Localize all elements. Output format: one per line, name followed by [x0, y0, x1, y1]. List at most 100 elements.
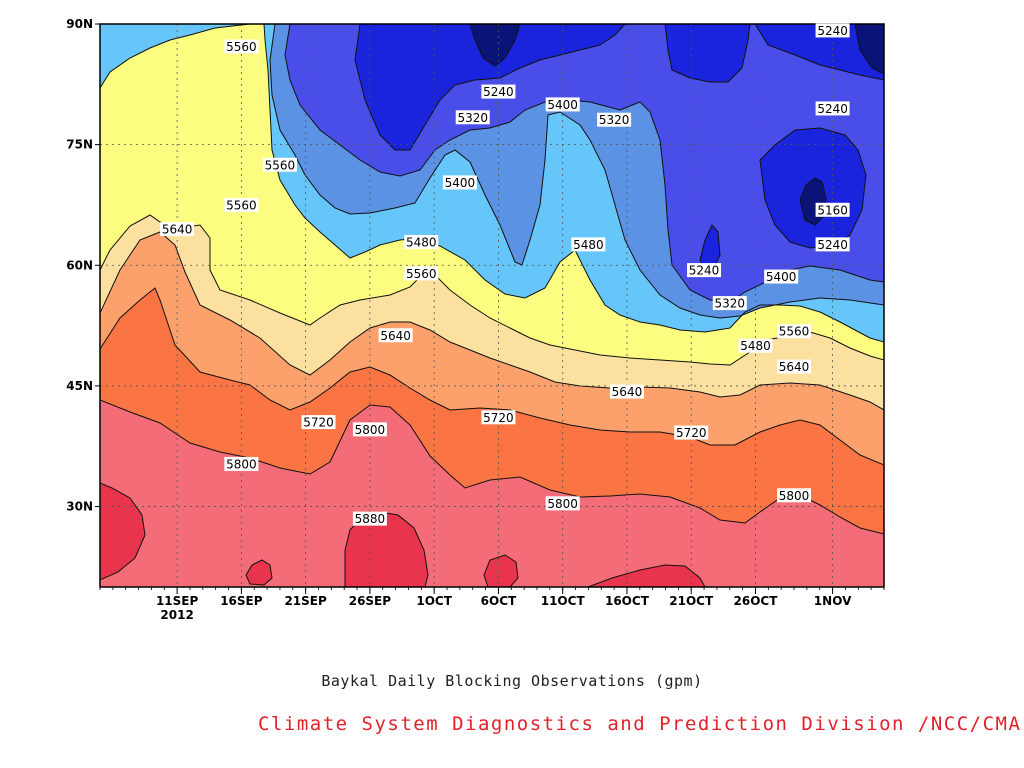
contour-label-text: 5640: [612, 385, 643, 399]
x-tick-label: 16OCT: [605, 594, 650, 608]
contour-label: 5320: [712, 296, 747, 311]
contour-label-text: 5640: [779, 360, 810, 374]
contour-label-bg: [777, 359, 812, 374]
contour-label-bg: [481, 410, 516, 425]
contour-label-bg: [777, 324, 812, 339]
contour-label-bg: [442, 175, 477, 190]
contour-label: 5160: [815, 202, 850, 217]
contour-line-5880: [100, 482, 706, 587]
contour-label: 5240: [815, 237, 850, 252]
contour-label-text: 5560: [226, 198, 257, 212]
contour-label-text: 5400: [766, 270, 797, 284]
x-tick-label: 26OCT: [734, 594, 779, 608]
y-tick-label: 30N: [66, 500, 93, 514]
contour-label: 5640: [777, 359, 812, 374]
contour-label: 5480: [571, 237, 606, 252]
contour-label-text: 5640: [380, 329, 411, 343]
contour-line-5400: [100, 24, 884, 343]
y-tick-label: 45N: [66, 379, 93, 393]
x-tick-label: 21OCT: [669, 594, 714, 608]
contour-label-bg: [777, 488, 812, 503]
fill-below-5160: [470, 24, 884, 225]
contour-label-bg: [352, 511, 387, 526]
x-tick-label: 26SEP: [349, 594, 392, 608]
contour-label-text: 5640: [162, 223, 193, 237]
contour-label-text: 5800: [226, 457, 257, 471]
contour-label-bg: [687, 263, 722, 278]
contour-label-bg: [404, 234, 439, 249]
contour-label: 5720: [674, 425, 709, 440]
contour-label-bg: [224, 197, 259, 212]
contour-label-bg: [224, 456, 259, 471]
contour-labels: 5560 5560 5560 5640 5240 5320 5400 5480 5560 5640…: [160, 23, 850, 526]
contour-label: 5240: [815, 23, 850, 38]
contour-label: 5640: [609, 384, 644, 399]
contour-label-bg: [815, 23, 850, 38]
contour-label-bg: [674, 425, 709, 440]
contour-label: 5640: [378, 328, 413, 343]
x-tick-label: 16SEP: [220, 594, 263, 608]
y-tick-label: 60N: [66, 258, 93, 272]
contour-label: 5320: [455, 110, 490, 125]
contour-fills: [100, 24, 884, 587]
x-tick-label: 1NOV: [814, 594, 852, 608]
contour-label-bg: [712, 296, 747, 311]
contour-label-text: 5560: [226, 40, 257, 54]
contour-label: 5240: [687, 263, 722, 278]
contour-label-bg: [815, 101, 850, 116]
contour-label: 5800: [224, 456, 259, 471]
contour-label-text: 5400: [547, 98, 578, 112]
contour-label: 5400: [545, 97, 580, 112]
contour-label-bg: [301, 415, 336, 430]
contour-label: 5480: [404, 234, 439, 249]
chart-caption: Baykal Daily Blocking Observations (gpm): [321, 672, 703, 690]
x-tick-sublabel: 2012: [160, 608, 193, 622]
y-tick-label: 90N: [66, 17, 93, 31]
x-tick-label: 1OCT: [416, 594, 452, 608]
contour-label: 5720: [301, 415, 336, 430]
gridlines: [100, 24, 884, 587]
contour-label-text: 5320: [599, 113, 630, 127]
contour-label-bg: [609, 384, 644, 399]
contour-label-bg: [404, 266, 439, 281]
contour-label: 5560: [777, 324, 812, 339]
contour-label: 5560: [224, 197, 259, 212]
contour-label-text: 5800: [547, 497, 578, 511]
contour-label-text: 5240: [817, 238, 848, 252]
contour-line-5320: [269, 24, 884, 319]
contour-label-text: 5720: [676, 426, 707, 440]
contour-label: 5560: [262, 157, 297, 172]
x-tick-label: 21SEP: [284, 594, 327, 608]
contour-label-text: 5160: [817, 203, 848, 217]
fill-above-5880: [100, 483, 705, 587]
contour-label-text: 5720: [303, 416, 334, 430]
contour-label: 5560: [404, 266, 439, 281]
contour-label-text: 5240: [817, 24, 848, 38]
contour-label: 5720: [481, 410, 516, 425]
contour-label-text: 5720: [483, 411, 514, 425]
plot-frame: [99, 23, 885, 588]
credit-line: Climate System Diagnostics and Predictio…: [258, 713, 1022, 735]
x-tick-label: 11SEP: [156, 594, 199, 608]
contour-line-below: [469, 24, 884, 226]
contour-label-bg: [571, 237, 606, 252]
contour-label-text: 5240: [817, 102, 848, 116]
contour-label-bg: [738, 338, 773, 353]
contour-label-bg: [455, 110, 490, 125]
contour-label-text: 5480: [406, 235, 437, 249]
contour-label-text: 5560: [265, 158, 296, 172]
x-tick-label: 6OCT: [481, 594, 517, 608]
contour-line-5640: [100, 24, 884, 466]
contour-label-text: 5880: [355, 512, 386, 526]
contour-label-text: 5320: [457, 111, 488, 125]
contour-label: 5400: [764, 269, 799, 284]
contour-label: 5800: [777, 488, 812, 503]
contour-label-bg: [262, 157, 297, 172]
contour-label-bg: [545, 97, 580, 112]
contour-label-text: 5800: [779, 489, 810, 503]
contour-label-text: 5480: [573, 238, 604, 252]
contour-line-5720: [100, 24, 884, 535]
contour-label: 5320: [597, 112, 632, 127]
contour-label: 5400: [442, 175, 477, 190]
contour-label: 5640: [160, 222, 195, 237]
